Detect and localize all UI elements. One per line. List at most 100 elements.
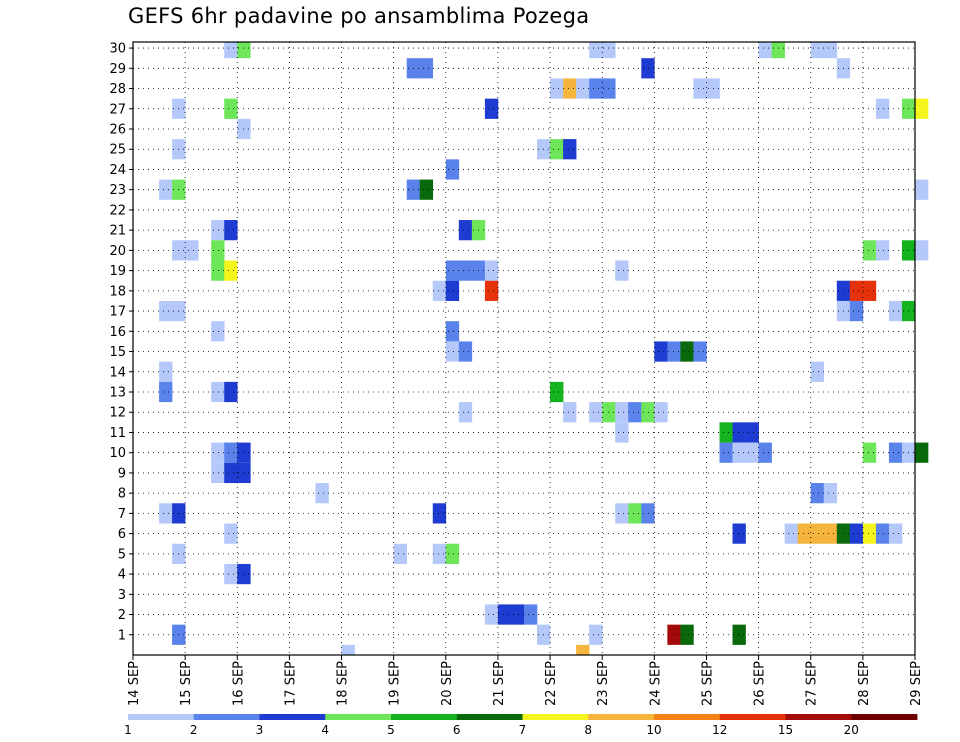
heatmap-cell [445,321,460,342]
legend-swatch [325,714,392,720]
heatmap-cell [211,240,225,261]
heatmap-cell [745,422,759,443]
heatmap-cell [224,220,238,241]
heatmap-cell [862,280,877,301]
legend-swatch [785,714,852,720]
y-tick-label: 3 [118,588,126,603]
heatmap-cell [484,98,499,119]
y-tick-label: 18 [109,284,126,299]
heatmap-cell [849,523,864,544]
heatmap-cell [458,260,473,281]
heatmap-cell [563,78,577,99]
heatmap-cell [497,604,512,625]
heatmap-cell [641,503,655,524]
heatmap-cell [341,644,355,655]
heatmap-cell [393,543,407,564]
heatmap-cell [159,361,173,382]
heatmap-cell [862,523,877,544]
heatmap-cell [589,78,603,99]
heatmap-cell [484,604,499,625]
x-tick-label: 27 SEP [805,661,820,706]
heatmap-cell [849,300,864,322]
heatmap-cell [667,341,681,362]
legend-label: 6 [453,723,461,737]
heatmap-cell [680,624,694,645]
y-tick-label: 6 [118,527,126,542]
heatmap-cell [224,381,238,403]
heatmap-cell [732,523,746,544]
chart-title: GEFS 6hr padavine po ansamblima Pozega [128,4,590,28]
heatmap-cell [615,260,629,281]
legend-label: 10 [646,723,661,737]
heatmap-cell [862,442,877,463]
y-tick-label: 9 [118,466,126,481]
heatmap-cell [224,42,238,59]
heatmap-cell [432,503,447,524]
heatmap-cell [915,179,929,200]
legend-swatch [719,714,786,720]
heatmap-cell [615,402,629,423]
x-tick-label: 18 SEP [336,661,351,706]
heatmap-cell [589,42,603,59]
heatmap-cell [224,563,238,585]
heatmap-cell [680,341,694,362]
heatmap-cell [628,402,642,423]
y-tick-label: 15 [109,345,126,360]
legend-swatch [522,714,589,720]
heatmap-cell [758,42,772,59]
y-tick-label: 20 [109,244,126,259]
x-tick-label: 29 SEP [909,661,924,706]
heatmap-cell [159,381,173,403]
y-tick-label: 14 [109,365,126,380]
heatmap-cell [445,260,460,281]
heatmap-cell [445,280,460,301]
heatmap-cell [745,442,759,463]
y-tick-label: 7 [118,507,126,522]
heatmap-cell [211,260,225,281]
x-tick-label: 17 SEP [283,661,298,706]
y-tick-label: 12 [109,406,126,421]
heatmap-cell [888,523,903,544]
heatmap-cell [484,280,499,301]
heatmap-cell [849,280,864,301]
heatmap-cell [211,381,225,403]
heatmap-cell [159,300,173,322]
heatmap-cell [458,220,473,241]
heatmap-cell [432,280,447,301]
heatmap-cell [550,78,564,99]
heatmap-cell [224,442,238,463]
heatmap-cell [654,402,668,423]
legend-swatch [128,714,195,720]
x-tick-label: 26 SEP [753,661,768,706]
heatmap-cell [237,42,251,59]
y-tick-label: 29 [109,62,126,77]
legend-label: 3 [256,723,264,737]
heatmap-cell [576,644,590,655]
heatmap-cell [915,442,929,463]
heatmap-cell [915,240,929,261]
heatmap-cell [667,624,681,645]
heatmap-cells [159,42,929,655]
x-tick-label: 16 SEP [231,661,246,706]
heatmap-cell [862,240,877,261]
legend-label: 7 [519,723,527,737]
heatmap-cell [445,341,460,362]
x-tick-label: 19 SEP [388,661,403,706]
heatmap-cell [510,604,525,625]
legend-swatch [588,714,655,720]
heatmap-cell [797,523,812,544]
y-tick-label: 25 [109,143,126,158]
y-tick-label: 24 [109,163,126,178]
heatmap-cell [823,483,838,504]
legend-label: 15 [778,723,793,737]
heatmap-cell [211,220,225,241]
heatmap-cell [771,42,785,59]
y-tick-label: 1 [118,628,126,643]
x-tick-label: 14 SEP [127,661,142,706]
legend-label: 8 [584,723,592,737]
heatmap-cell [224,260,238,281]
x-tick-label: 28 SEP [857,661,872,706]
heatmap-cell [810,361,825,382]
heatmap-cell [458,341,473,362]
